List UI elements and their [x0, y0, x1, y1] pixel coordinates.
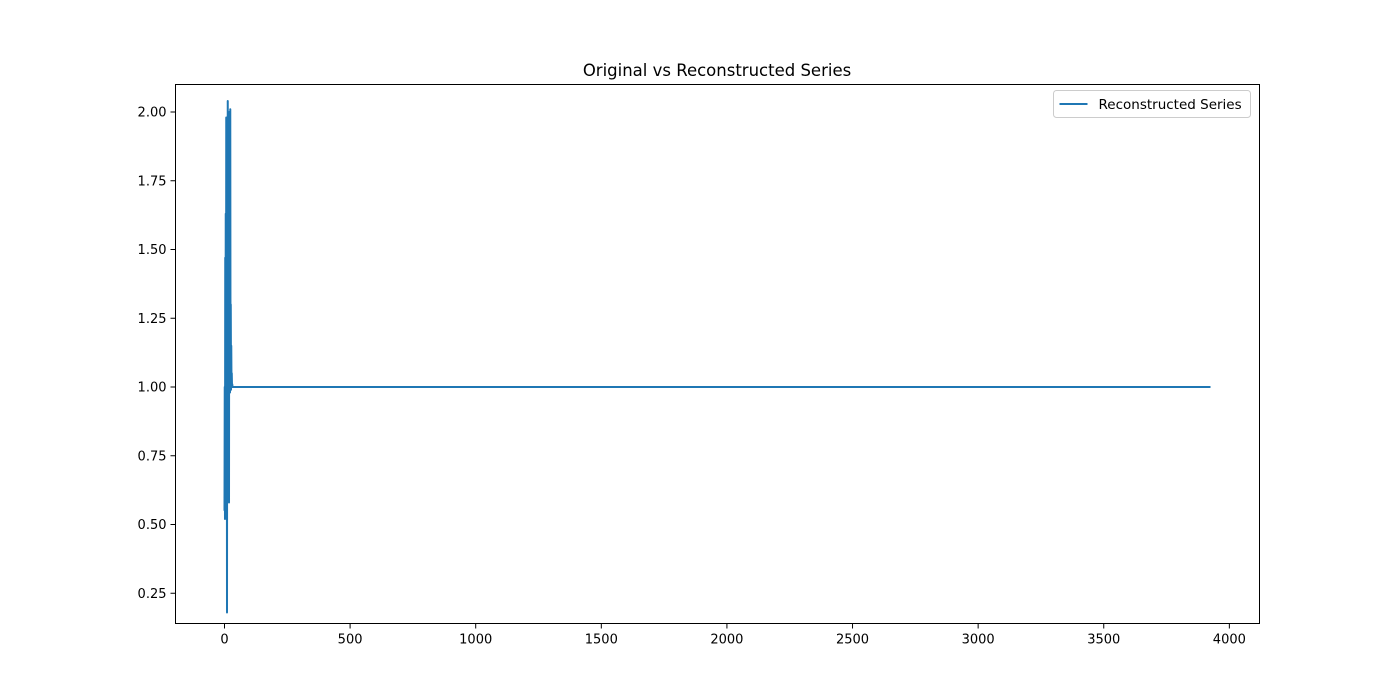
y-tick-label: 0.75: [138, 449, 167, 464]
x-tick-label: 0: [220, 633, 228, 648]
legend: Reconstructed Series: [1053, 90, 1251, 118]
x-tick-label: 3000: [962, 633, 995, 648]
x-tick-label: 500: [338, 633, 363, 648]
series-line-0: [223, 100, 1211, 614]
y-tick-label: 1.50: [138, 243, 167, 258]
x-tick-label: 1000: [459, 633, 492, 648]
y-tick-label: 0.25: [138, 587, 167, 602]
x-tick-label: 2000: [710, 633, 743, 648]
y-tick-label: 1.25: [138, 312, 167, 327]
y-tick-label: 1.75: [138, 174, 167, 189]
y-tick-label: 2.00: [138, 106, 167, 121]
x-tick-label: 1500: [585, 633, 618, 648]
legend-label: Reconstructed Series: [1099, 97, 1242, 113]
x-tick-label: 3500: [1087, 633, 1120, 648]
legend-box: [1053, 90, 1251, 118]
y-tick-label: 0.50: [138, 518, 167, 533]
x-tick-label: 4000: [1213, 633, 1246, 648]
plot-area-frame: [175, 84, 1260, 624]
chart-title: Original vs Reconstructed Series: [583, 61, 851, 80]
x-tick-label: 2500: [836, 633, 869, 648]
y-tick-label: 1.00: [138, 381, 167, 396]
